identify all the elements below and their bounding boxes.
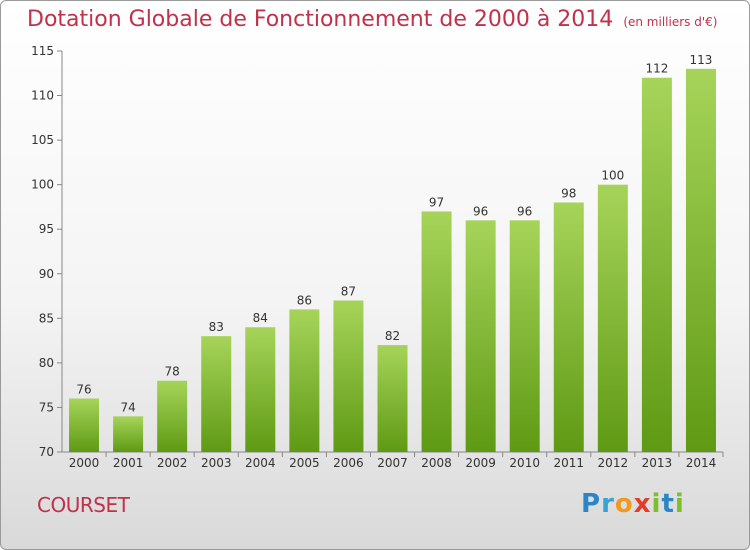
x-tick-label: 2004 [245, 456, 276, 470]
bar [421, 211, 452, 452]
y-tick-label: 90 [39, 267, 54, 281]
y-tick-label: 85 [39, 311, 54, 325]
y-tick-label: 100 [31, 178, 54, 192]
y-tick-label: 115 [31, 44, 54, 58]
bar [597, 184, 628, 452]
town-name: COURSET [37, 493, 130, 517]
chart-unit: (en milliers d'€) [623, 15, 718, 29]
bar-value-label: 82 [385, 329, 400, 343]
bar [201, 336, 232, 452]
bar [509, 220, 540, 452]
bar-value-label: 96 [517, 204, 532, 218]
bar [465, 220, 496, 452]
bar-value-label: 86 [297, 293, 312, 307]
bar [245, 327, 276, 452]
x-tick-label: 2001 [113, 456, 144, 470]
y-tick-label: 80 [39, 356, 54, 370]
bar [553, 202, 584, 452]
x-tick-label: 2013 [642, 456, 673, 470]
bar [641, 77, 672, 452]
y-tick-label: 75 [39, 400, 54, 414]
bar-value-label: 97 [429, 195, 444, 209]
y-tick-label: 70 [39, 445, 54, 459]
x-tick-label: 2005 [289, 456, 320, 470]
x-tick-label: 2000 [69, 456, 100, 470]
y-tick-label: 110 [31, 89, 54, 103]
bar [333, 300, 364, 452]
bar [377, 345, 408, 452]
bar [289, 309, 320, 452]
x-tick-label: 2009 [465, 456, 496, 470]
x-tick-label: 2007 [377, 456, 408, 470]
bar-value-label: 76 [76, 383, 91, 397]
bar-value-label: 98 [561, 186, 576, 200]
bar-value-label: 83 [209, 320, 224, 334]
bar [113, 416, 144, 452]
bar-value-label: 96 [473, 204, 488, 218]
x-tick-label: 2002 [157, 456, 188, 470]
bar-value-label: 113 [690, 53, 713, 67]
x-tick-label: 2014 [686, 456, 717, 470]
x-tick-label: 2010 [509, 456, 540, 470]
bar-value-label: 87 [341, 285, 356, 299]
x-tick-label: 2012 [598, 456, 629, 470]
x-tick-label: 2008 [421, 456, 452, 470]
chart-title-text: Dotation Globale de Fonctionnement de 20… [27, 7, 614, 32]
bar [69, 398, 100, 452]
bar-value-label: 84 [253, 311, 268, 325]
bar-value-label: 100 [601, 169, 624, 183]
x-tick-label: 2003 [201, 456, 232, 470]
x-tick-label: 2006 [333, 456, 364, 470]
y-tick-label: 95 [39, 222, 54, 236]
bar-value-label: 78 [165, 365, 180, 379]
bar [157, 380, 188, 452]
bar-value-label: 74 [120, 400, 135, 414]
chart-title: Dotation Globale de Fonctionnement de 20… [27, 7, 717, 32]
bar-value-label: 112 [645, 62, 668, 76]
y-tick-label: 105 [31, 133, 54, 147]
x-tick-label: 2011 [553, 456, 584, 470]
bar [685, 68, 716, 453]
proxiti-logo: Proxiti [581, 489, 685, 519]
